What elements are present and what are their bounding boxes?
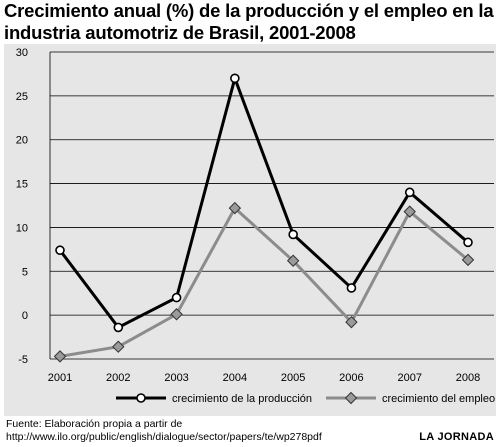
x-tick-label: 2004 <box>223 372 247 384</box>
legend-label-production: crecimiento de la producción <box>172 393 312 405</box>
source-note: Fuente: Elaboración propia a partir de h… <box>6 418 322 444</box>
x-tick-label: 2005 <box>281 372 305 384</box>
x-tick-label: 2007 <box>397 372 421 384</box>
chart-area: -5 0 5 10 15 20 25 30 2001 2002 2003 2004 2005 2006 20… <box>4 44 496 416</box>
production-point <box>171 292 182 303</box>
legend-label-employment: crecimiento del empleo <box>382 393 495 405</box>
production-point <box>288 229 298 240</box>
legend-marker-production <box>136 393 146 403</box>
title-line-1: Crecimiento anual (%) de la producción y… <box>4 0 494 21</box>
y-tick-label: 15 <box>16 179 28 191</box>
employment-point <box>228 201 242 215</box>
employment-point <box>112 340 125 353</box>
x-tick-label: 2001 <box>48 372 72 384</box>
y-tick-label: 25 <box>16 91 28 103</box>
source-line-1: Fuente: Elaboración propia a partir de <box>6 418 183 430</box>
employment-point <box>461 253 475 267</box>
series-line-production <box>58 73 469 330</box>
employment-point <box>170 308 183 321</box>
x-tick-label: 2006 <box>339 372 363 384</box>
credit-label: LA JORNADA <box>419 431 494 443</box>
y-tick-label: 20 <box>16 135 28 147</box>
employment-point <box>403 205 416 218</box>
y-tick-label: -5 <box>18 354 28 366</box>
line-chart: -5 0 5 10 15 20 25 30 2001 2002 2003 2004 2005 2006 20… <box>16 47 495 405</box>
y-tick-label: 10 <box>16 222 28 234</box>
production-point <box>55 245 65 256</box>
x-tick-label: 2003 <box>164 372 188 384</box>
production-point <box>113 322 124 333</box>
production-point <box>463 237 473 248</box>
legend-marker-employment <box>344 391 358 405</box>
x-tick-label: 2008 <box>456 372 480 384</box>
y-tick-label: 30 <box>16 47 28 59</box>
production-point <box>404 187 415 198</box>
production-point <box>346 283 357 293</box>
employment-point <box>286 254 300 267</box>
series-line-employment <box>59 205 469 358</box>
source-line-2: http://www.ilo.org/public/english/dialog… <box>6 431 322 443</box>
y-tick-label: 0 <box>22 310 28 322</box>
employment-point <box>53 350 67 363</box>
chart-title: Crecimiento anual (%) de la producción y… <box>4 0 498 44</box>
x-tick-label: 2002 <box>106 372 130 384</box>
production-point <box>230 73 240 84</box>
y-tick-label: 5 <box>22 266 28 278</box>
title-line-2: industria automotriz de Brasil, 2001-200… <box>4 22 356 43</box>
employment-point <box>345 315 358 329</box>
